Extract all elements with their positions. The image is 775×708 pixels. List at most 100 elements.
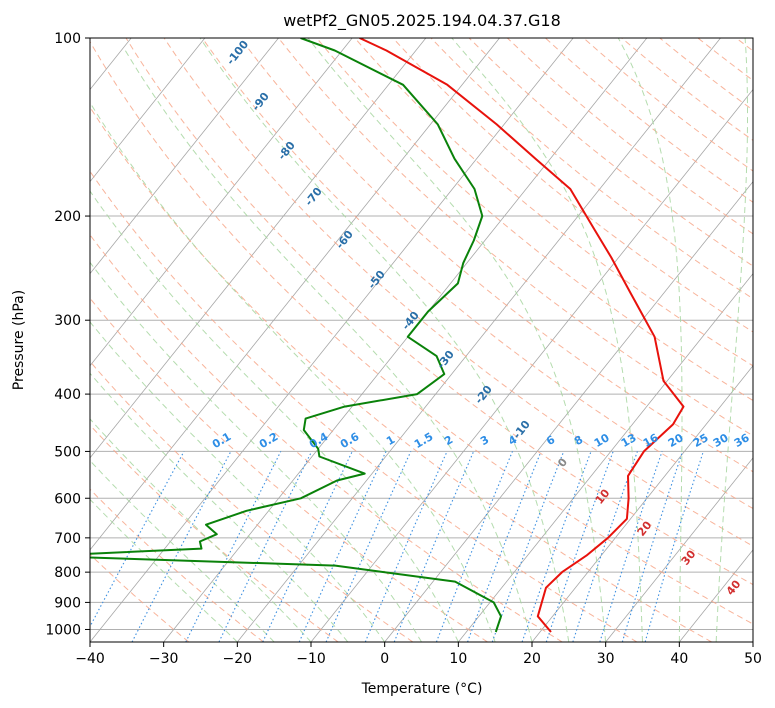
mixing-ratio-label: 16: [641, 431, 661, 450]
moist-adiabat-line: [90, 459, 275, 642]
dry-adiabat-line: [354, 38, 753, 367]
y-tick-label: 200: [54, 209, 81, 225]
mixing-ratio-line: [466, 451, 542, 642]
dry-adiabat-line: [278, 38, 753, 437]
isotherm-line: [531, 365, 753, 642]
mixing-ratio-label: 0.1: [210, 430, 233, 451]
moist-adiabat-line: [90, 101, 496, 642]
isotherm-line: [384, 180, 753, 642]
moist-adiabat-line: [715, 38, 748, 642]
mixing-ratio-line: [572, 451, 638, 642]
dry-adiabat-label: -100: [224, 38, 252, 68]
y-tick-label: 100: [54, 31, 81, 47]
isotherm-line: [679, 549, 753, 642]
x-tick-label: 30: [597, 651, 615, 667]
dry-adiabat-line: [392, 38, 753, 333]
mixing-ratio-line: [218, 451, 313, 642]
mixing-ratio-line: [90, 451, 185, 628]
y-tick-label: 500: [54, 444, 81, 460]
profile-lines: [90, 38, 685, 633]
isotherm-line: [90, 38, 206, 183]
mixing-ratio-label: 10: [592, 431, 612, 450]
y-tick-label: 1000: [45, 622, 81, 638]
background-lines: [90, 38, 753, 642]
dry-adiabat-label: -20: [472, 383, 495, 407]
dry-adiabat-label: 40: [724, 577, 744, 597]
dry-adiabat-label: 10: [593, 486, 613, 506]
dry-adiabat-line: [506, 38, 753, 235]
mixing-ratio-label: 0.2: [257, 430, 280, 451]
dry-adiabat-line: [90, 106, 712, 642]
dry-adiabat-line: [90, 360, 414, 642]
moist-adiabat-line: [307, 38, 607, 642]
x-tick-label: −30: [149, 651, 179, 667]
mixing-ratio-line: [644, 451, 704, 642]
x-tick-label: 50: [744, 651, 762, 667]
moist-adiabat-line: [90, 418, 312, 642]
y-axis: 100 200 300 400 500 600 700 800 900 1000: [45, 31, 90, 638]
dry-adiabat-label: 20: [635, 518, 655, 538]
x-tick-label: 20: [523, 651, 541, 667]
x-tick-label: 0: [380, 651, 389, 667]
mixing-ratio-line: [185, 451, 282, 642]
chart-title: wetPf2_GN05.2025.194.04.37.G18: [283, 11, 561, 31]
dry-adiabat-label: -60: [333, 228, 356, 252]
x-tick-label: −40: [75, 651, 105, 667]
dry-adiabat-line: [90, 424, 339, 642]
dry-adiabat-label: 30: [679, 547, 699, 567]
mixing-ratio-label: 0.4: [307, 430, 331, 451]
mixing-ratio-label: 13: [619, 431, 639, 450]
dry-adiabat-line: [90, 297, 488, 642]
isotherm-line: [90, 38, 427, 459]
mixing-ratio-line: [545, 451, 614, 642]
isotherm-line: [237, 38, 721, 642]
y-tick-label: 900: [54, 595, 81, 611]
mixing-ratio-line: [325, 451, 412, 642]
isotherm-line: [163, 38, 648, 642]
dry-adiabat-line: [545, 38, 753, 203]
dry-adiabat-line: [90, 234, 563, 642]
mixing-ratio-label: 3: [478, 433, 491, 448]
moist-adiabat-line: [451, 38, 643, 642]
y-tick-label: 400: [54, 387, 81, 403]
plot-frame: [89, 37, 754, 643]
y-axis-label: Pressure (hPa): [11, 290, 27, 390]
moist-adiabat-line: [199, 38, 570, 642]
mixing-ratio-line: [521, 451, 592, 642]
moist-adiabat-line: [124, 50, 533, 642]
dry-adiabat-line: [659, 38, 753, 111]
mixing-ratio-label: 25: [691, 431, 711, 450]
line-labels: -100-90-80-70-60-50-40-30-20-10010203040…: [210, 38, 752, 598]
isotherm-line: [310, 88, 753, 642]
temperature-profile: [359, 38, 685, 633]
dry-adiabat-line: [90, 40, 753, 625]
dewpoint-profile: [90, 38, 502, 633]
mixing-ratio-line: [621, 451, 684, 642]
isotherm-line: [752, 641, 753, 642]
mixing-ratio-label: 20: [666, 431, 686, 450]
dry-adiabat-line: [583, 38, 753, 172]
isotherm-line: [90, 38, 353, 367]
x-tick-label: −20: [223, 651, 253, 667]
dry-adiabat-label: -30: [434, 348, 457, 372]
mixing-ratio-label: 2: [442, 433, 455, 448]
x-tick-label: 40: [670, 651, 688, 667]
isotherm-line: [90, 38, 279, 275]
mixing-ratio-label: 1: [384, 433, 397, 448]
x-axis: −40 −30 −20 −10 0 10 20 30 40 50: [75, 642, 762, 667]
dry-adiabat-label: 0: [555, 455, 570, 469]
moist-adiabat-line: [90, 372, 349, 642]
y-tick-label: 800: [54, 565, 81, 581]
x-tick-label: −10: [296, 651, 326, 667]
y-tick-label: 300: [54, 313, 81, 329]
mixing-ratio-line: [393, 451, 475, 642]
dry-adiabat-line: [468, 38, 753, 267]
mixing-ratio-label: 8: [572, 433, 585, 448]
moist-adiabat-line: [617, 38, 683, 642]
dry-adiabat-label: -40: [399, 309, 422, 333]
dry-adiabat-line: [90, 170, 638, 642]
y-tick-label: 700: [54, 531, 81, 547]
y-tick-label: 600: [54, 491, 81, 507]
moist-adiabat-line: [90, 190, 459, 642]
